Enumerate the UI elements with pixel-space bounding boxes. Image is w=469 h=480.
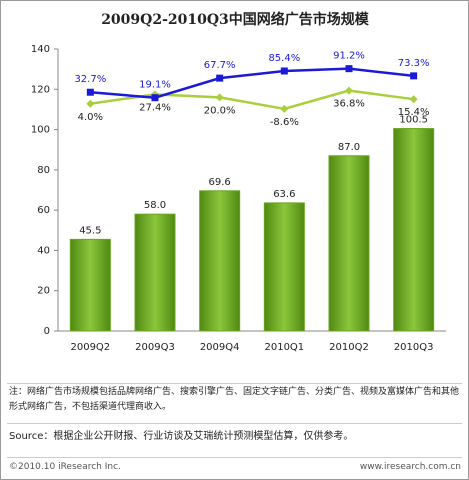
line (90, 67, 414, 99)
marker (280, 67, 288, 75)
x-tick-label: 2010Q3 (394, 342, 434, 353)
data-label: 91.2% (333, 51, 365, 62)
chart: 2009Q2-2010Q3中国网络广告市场规模 0 20 40 60 80 100 120 1… (31, 11, 446, 353)
y-tick-label: 20 (37, 286, 50, 297)
note: 注：网络广告市场规模包括品牌网络广告、搜索引擎广告、固定文字链广告、分类广告、视… (9, 387, 460, 412)
divider (7, 423, 462, 424)
data-label: 73.3% (398, 58, 430, 69)
data-label: 27.4% (139, 102, 171, 113)
bar (199, 190, 241, 332)
data-label: 15.4% (398, 107, 430, 118)
data-label: 100.5 (399, 115, 428, 126)
x-tick-label: 2009Q2 (70, 342, 110, 353)
marker (409, 95, 418, 104)
data-label: 85.4% (268, 53, 300, 64)
x-tick-label: 2010Q1 (264, 342, 304, 353)
y-tick-label: 60 (37, 205, 50, 216)
y-tick-label: 120 (31, 84, 50, 95)
divider (7, 383, 462, 384)
y-tick-label: 40 (37, 245, 50, 256)
data-label: 36.8% (333, 99, 365, 110)
source: Source：根据企业公开财报、行业访谈及艾瑞统计预测模型估算，仅供参考。 (9, 431, 354, 442)
bar (263, 202, 305, 332)
x-tick-label: 2009Q4 (200, 342, 240, 353)
url: www.iresearch.com.cn (359, 462, 461, 472)
y-tick-label: 0 (44, 326, 50, 337)
data-label: -8.6% (270, 117, 299, 128)
marker (345, 65, 353, 73)
data-label: 20.0% (204, 105, 236, 116)
data-label: 4.0% (78, 112, 103, 123)
marker (86, 88, 94, 96)
y-tick-label: 140 (31, 44, 50, 55)
chart-title: 2009Q2-2010Q3中国网络广告市场规模 (101, 11, 370, 28)
marker (215, 93, 224, 102)
marker (216, 74, 224, 82)
marker (410, 72, 418, 80)
data-label: 63.6 (273, 189, 295, 200)
marker (345, 86, 353, 95)
bar (393, 128, 435, 332)
data-label: 69.6 (209, 177, 231, 188)
data-label: 32.7% (74, 74, 106, 85)
y-tick-label: 100 (31, 125, 50, 136)
bar (328, 155, 370, 332)
marker (280, 104, 289, 113)
bar (69, 238, 111, 332)
bar (134, 213, 176, 332)
data-label: 45.5 (79, 225, 101, 236)
y-tick-label: 80 (37, 165, 50, 176)
divider (7, 457, 462, 458)
data-label: 19.1% (139, 80, 171, 91)
x-tick-label: 2010Q2 (329, 342, 369, 353)
marker (86, 99, 95, 108)
data-label: 67.7% (204, 60, 236, 71)
marker (151, 94, 159, 102)
copyright: ©2010.10 iResearch Inc. (9, 462, 121, 472)
x-tick-label: 2009Q3 (135, 342, 175, 353)
data-label: 58.0 (144, 200, 166, 211)
data-label: 87.0 (338, 142, 360, 153)
